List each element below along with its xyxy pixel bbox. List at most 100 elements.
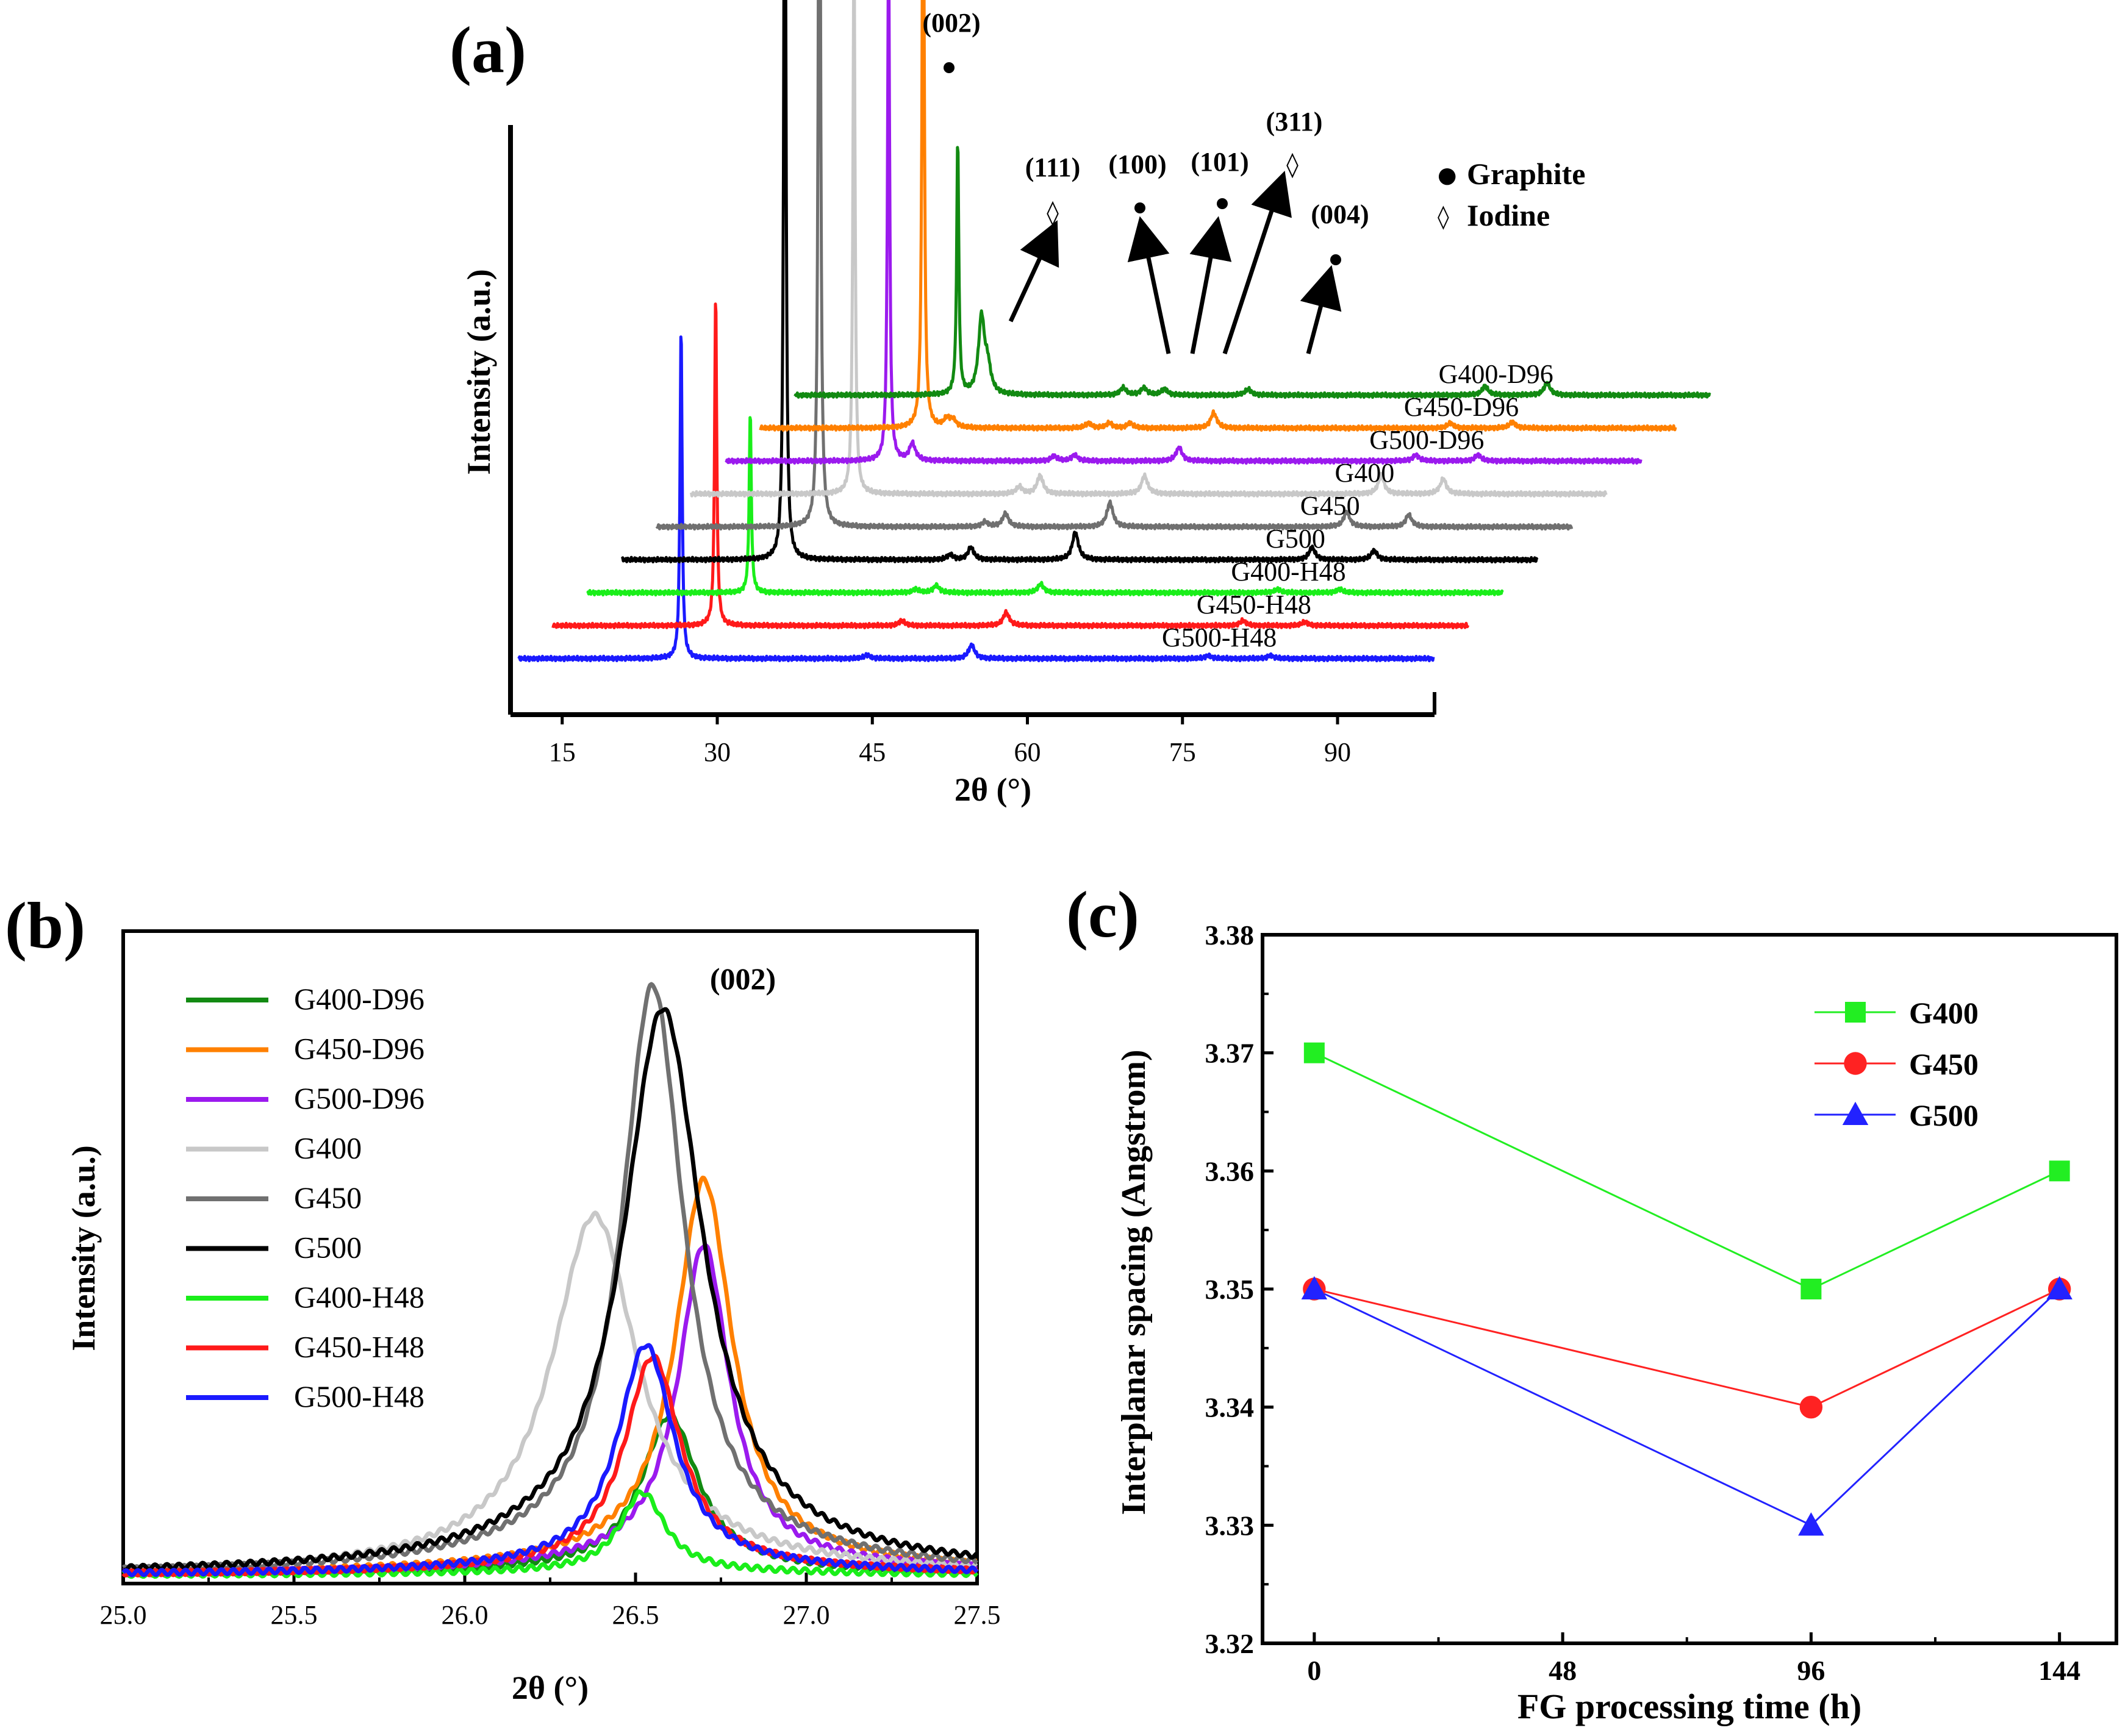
panel-c-y-axis-label: Interplanar spacing (Angstrom) (1115, 1049, 1153, 1515)
data-point-G400 (1800, 1279, 1822, 1299)
panel-a: (a) Intensity (a.u.) 2θ (°) 15 30 45 60 75 90… (450, 0, 1711, 808)
panel-b-legend: G400-D96 G450-D96 G500-D96 G400 G450 G500 G400… (186, 982, 425, 1413)
panel-c-y-tick-label: 3.37 (1205, 1038, 1255, 1069)
legend-label-G500: G500 (294, 1231, 362, 1265)
panel-b: (b) 25.0 25.5 26.0 26.5 27.0 27.5 Intensity (… (5, 890, 1001, 1706)
panel-b-x-tick-label: 27.0 (783, 1600, 830, 1630)
panel-a-x-tick-label: 30 (704, 737, 731, 767)
peak-label-101: (101) (1191, 147, 1248, 177)
panel-c-x-axis-label: FG processing time (h) (1517, 1687, 1861, 1726)
series-line-G500 (1314, 1288, 2060, 1527)
panel-a-x-tick-label: 75 (1169, 737, 1196, 767)
curve-label-G450-H48: G450-H48 (1197, 590, 1311, 620)
iodine-marker-111: ◊ (1047, 199, 1059, 227)
panel-b-x-tick-label: 26.5 (612, 1600, 659, 1630)
panel-c-y-tick-label: 3.36 (1205, 1156, 1255, 1187)
curve-label-G500: G500 (1266, 524, 1325, 554)
panel-c: (c) 0 48 96 144 3.32 3.33 3.34 3.35 3.36 3.37 3.38… (1066, 879, 2118, 1726)
panel-a-x-tick-label: 45 (859, 737, 886, 767)
peak-label-111: (111) (1025, 152, 1080, 182)
panel-b-x-ticks: 25.0 25.5 26.0 26.5 27.0 27.5 (100, 1573, 1001, 1630)
legend-label-G450-H48: G450-H48 (294, 1330, 425, 1364)
panel-c-x-tick-label: 48 (1549, 1655, 1577, 1686)
curve-label-G500-H48: G500-H48 (1162, 623, 1277, 652)
panel-b-y-axis-label: Intensity (a.u.) (65, 1145, 102, 1351)
xrd-line-G450-D96 (759, 0, 1677, 432)
legend-label-G400-H48: G400-H48 (294, 1280, 425, 1314)
legend-label-G500-H48: G500-H48 (294, 1379, 425, 1413)
panel-b-peak-annotation: (002) (710, 962, 776, 996)
legend-iodine-symbol: ◊ (1438, 203, 1449, 230)
panel-c-ticks: 0 48 96 144 3.32 3.33 3.34 3.35 3.36 3.37 3.38 (1205, 920, 2081, 1686)
peak-line-G500-H48 (121, 1343, 979, 1577)
panel-b-x-tick-label: 25.0 (100, 1600, 147, 1630)
panel-c-frame (1261, 933, 2118, 1645)
panel-b-x-tick-label: 25.5 (271, 1600, 318, 1630)
legend-graphite-label: Graphite (1467, 157, 1585, 191)
curve-label-G400: G400 (1335, 458, 1395, 488)
curve-label-G500-D96: G500-D96 (1369, 425, 1484, 455)
peak-line-G450-D96 (122, 1176, 978, 1577)
peak-line-G400 (122, 1210, 978, 1573)
panel-a-x-tick-label: 15 (549, 737, 576, 767)
graphite-marker-100 (1134, 202, 1145, 213)
legend-marker-G400 (1845, 1002, 1866, 1023)
panel-c-x-tick-label: 0 (1307, 1655, 1321, 1686)
peak-label-311: (311) (1266, 107, 1323, 137)
curve-label-G400-D96: G400-D96 (1439, 359, 1553, 389)
legend-marker-G450 (1844, 1052, 1867, 1075)
data-point-G500 (2046, 1276, 2072, 1299)
legend-label-G450: G450 (1909, 1047, 1979, 1081)
panel-a-x-ticks: 15 30 45 60 75 90 (549, 715, 1351, 767)
panel-b-x-axis-label: 2θ (°) (512, 1670, 589, 1706)
data-point-G400 (2049, 1160, 2070, 1182)
data-point-G450 (1799, 1395, 1823, 1419)
xrd-line-G500-D96 (725, 0, 1643, 465)
legend-label-G400: G400 (294, 1131, 362, 1165)
panel-c-y-tick-label: 3.34 (1205, 1392, 1255, 1423)
panel-c-legend: G400 G450 G500 (1815, 996, 1979, 1132)
panel-a-label: (a) (450, 14, 526, 87)
panel-b-x-tick-label: 26.0 (442, 1600, 489, 1630)
panel-b-x-tick-label: 27.5 (954, 1600, 1001, 1630)
data-point-G500 (1301, 1276, 1328, 1299)
panel-c-x-tick-label: 96 (1797, 1655, 1825, 1686)
panel-a-curve-labels: G500-H48 G450-H48G400-H48G500G450G400G500… (1162, 359, 1553, 652)
panel-b-label: (b) (5, 890, 85, 962)
arrow-004 (1300, 265, 1342, 354)
iodine-marker-311: ◊ (1286, 151, 1299, 179)
panel-c-y-tick-label: 3.38 (1205, 920, 1255, 951)
xrd-line-G500 (620, 0, 1539, 564)
legend-marker-G500 (1842, 1101, 1869, 1125)
data-point-G500 (1798, 1512, 1824, 1536)
panel-c-series (1301, 1042, 2072, 1536)
xrd-line-G400-H48 (586, 416, 1504, 597)
panel-b-series (121, 982, 979, 1579)
panel-a-legend: ● Graphite ◊ Iodine (1438, 157, 1585, 232)
arrow-101 (1189, 216, 1232, 354)
arrow-311 (1222, 171, 1292, 355)
xrd-line-G450 (655, 0, 1574, 531)
arrow-100 (1127, 216, 1171, 354)
series-line-G450 (1314, 1288, 2060, 1409)
xrd-line-G400 (690, 0, 1608, 498)
legend-label-G400-D96: G400-D96 (294, 982, 425, 1016)
legend-graphite-symbol: ● (1438, 163, 1456, 188)
legend-label-G450-D96: G450-D96 (294, 1032, 425, 1066)
panel-a-x-tick-label: 90 (1324, 737, 1351, 767)
graphite-marker-002 (944, 62, 955, 73)
curve-label-G450: G450 (1300, 491, 1360, 521)
curve-label-G400-H48: G400-H48 (1231, 557, 1345, 587)
panel-a-x-tick-label: 60 (1014, 737, 1041, 767)
legend-label-G500: G500 (1909, 1098, 1979, 1132)
xrd-line-G500-H48 (517, 335, 1435, 663)
legend-label-G500-D96: G500-D96 (294, 1081, 425, 1115)
legend-iodine-label: Iodine (1467, 198, 1550, 232)
panel-c-y-tick-label: 3.32 (1205, 1628, 1255, 1659)
graphite-marker-004 (1330, 254, 1341, 265)
curve-label-G450-D96: G450-D96 (1404, 392, 1519, 422)
xrd-line-G450-H48 (551, 302, 1470, 630)
peak-line-G450 (121, 982, 978, 1574)
legend-label-G450: G450 (294, 1181, 362, 1215)
